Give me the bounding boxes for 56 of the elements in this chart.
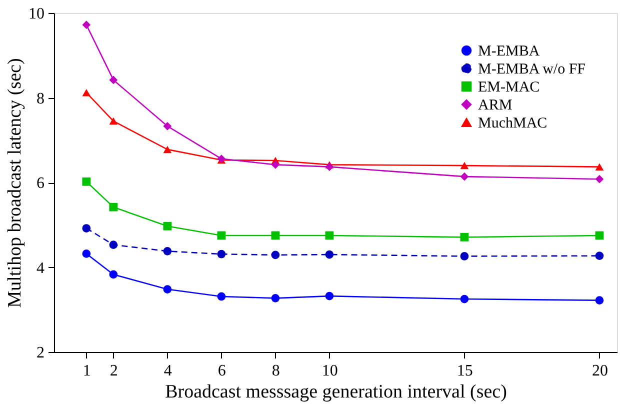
point <box>325 250 334 259</box>
legend-label: M-EMBA w/o FF <box>478 62 586 78</box>
legend-label: EM-MAC <box>478 80 540 96</box>
legend-label: M-EMBA <box>478 44 540 60</box>
point <box>595 174 604 184</box>
y-tick-label: 2 <box>36 344 44 362</box>
y-tick-label: 6 <box>36 175 44 192</box>
point <box>163 285 172 294</box>
y-tick-label: 4 <box>36 260 44 277</box>
point <box>595 163 604 170</box>
point <box>595 252 604 260</box>
legend-label: ARM <box>478 98 512 114</box>
point <box>271 250 280 260</box>
point <box>460 232 469 242</box>
point <box>109 270 118 279</box>
point <box>595 296 604 304</box>
legend-label: MuchMAC <box>478 116 548 132</box>
point <box>82 250 91 258</box>
x-tick-label: 2 <box>110 362 118 380</box>
point <box>271 294 280 302</box>
point <box>109 76 118 84</box>
point <box>82 177 91 186</box>
y-axis-title: Multihop broadcast latency (sec) <box>4 58 26 308</box>
point <box>109 202 118 212</box>
point <box>460 172 469 181</box>
point <box>217 292 226 301</box>
x-tick-label: 8 <box>272 362 280 380</box>
point <box>271 231 280 240</box>
point <box>271 160 280 169</box>
point <box>109 117 118 125</box>
point <box>163 246 172 256</box>
point <box>82 224 91 232</box>
x-tick-label: 10 <box>322 362 338 380</box>
point <box>325 292 334 300</box>
x-tick-label: 1 <box>82 362 91 380</box>
point <box>217 250 226 258</box>
x-tick-label: 6 <box>218 362 226 380</box>
point <box>82 20 91 30</box>
point <box>460 252 469 260</box>
y-tick-label: 8 <box>36 90 44 108</box>
point <box>163 122 172 130</box>
point <box>595 231 604 240</box>
x-tick-label: 4 <box>164 362 172 380</box>
point <box>325 162 334 172</box>
point <box>109 240 118 249</box>
point <box>163 222 172 230</box>
point <box>460 294 469 304</box>
point <box>82 89 91 96</box>
point <box>217 231 226 240</box>
x-tick-label: 15 <box>456 362 473 380</box>
x-tick-label: 20 <box>592 362 608 380</box>
point <box>163 146 172 154</box>
point <box>325 231 334 240</box>
x-axis-title: Broadcast messsage generation interval (sec) <box>165 382 507 402</box>
y-tick-label: 10 <box>28 6 44 22</box>
point <box>460 162 469 170</box>
